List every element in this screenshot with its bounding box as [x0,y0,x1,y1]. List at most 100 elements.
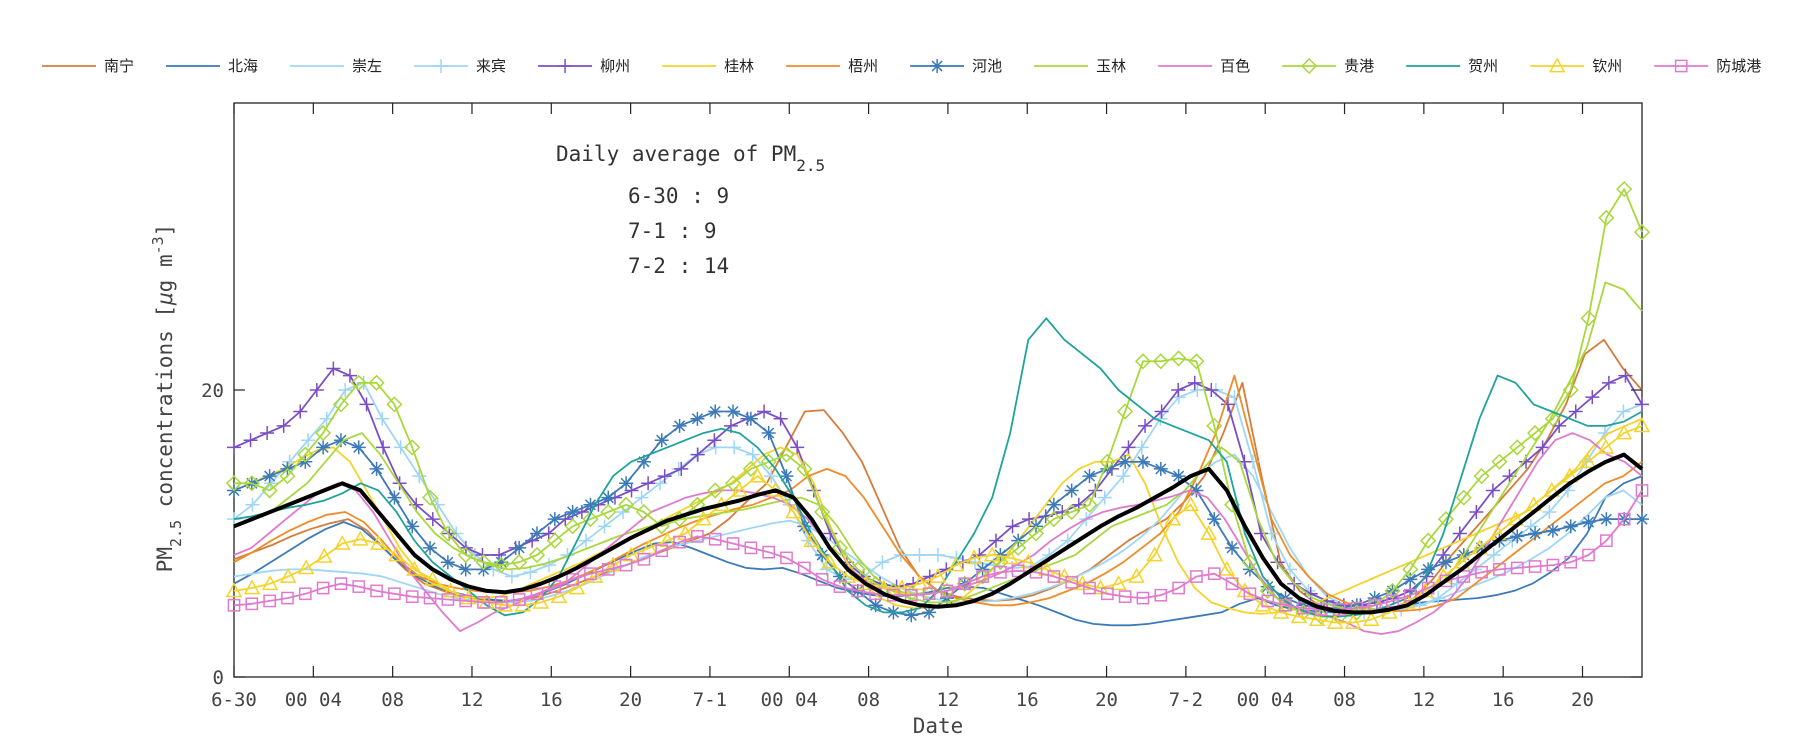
data-point [1526,424,1544,442]
data-point [815,573,829,586]
data-point [309,383,324,397]
legend-item: 北海 [166,57,258,75]
data-point [1138,418,1153,433]
data-point [851,584,865,598]
data-point [635,503,652,521]
data-point [281,591,294,605]
data-point [744,541,758,555]
data-point [1674,59,1688,73]
data-point [655,544,669,558]
data-point [1135,454,1150,469]
data-point [352,580,366,593]
data-point [279,468,296,485]
x-tick-label: 20 [1095,689,1118,711]
data-point [1493,563,1506,576]
data-point [1118,454,1133,469]
data-point [931,548,945,563]
data-point [1568,404,1583,419]
data-point [1485,483,1500,498]
data-point [1261,594,1275,608]
data-point [512,593,526,606]
data-point [778,446,795,463]
data-point [315,547,333,563]
data-point [965,549,983,565]
data-point [439,525,456,542]
data-point [1548,57,1566,73]
annotation-line: 7-2 : 14 [628,254,729,278]
data-point [1635,512,1649,527]
data-point [1403,588,1417,602]
legend-label: 桂林 [724,57,754,75]
data-point [245,597,259,611]
data-point [1535,440,1550,455]
data-point [1188,353,1205,370]
data-point [1097,490,1112,505]
data-point [597,519,612,534]
data-point [1121,440,1136,455]
data-point [477,596,490,609]
data-point [904,608,919,623]
data-point [1027,525,1045,542]
data-point [550,588,568,603]
data-point [1546,558,1560,572]
data-point [530,587,544,601]
data-point [529,526,544,541]
data-point [1509,439,1526,456]
data-point [922,605,937,620]
y-axis-label-mu: μ [153,292,177,306]
series-line [233,367,1643,607]
x-axis-label: Date [913,714,964,738]
data-point [757,404,772,419]
data-point [1092,579,1109,595]
x-tick-label: 08 [381,689,404,711]
data-point [868,598,883,613]
data-point [1297,601,1310,615]
data-point [815,548,830,563]
data-point [338,383,353,397]
data-point [584,567,597,581]
x-tick-label: 12 [461,689,484,711]
data-point [442,582,459,598]
data-point [342,368,357,383]
data-point [1182,496,1199,512]
data-point [1207,512,1222,527]
data-point [1301,57,1318,75]
data-point [260,426,275,441]
data-point [1134,353,1152,370]
data-point [1254,526,1269,541]
data-point [547,512,562,527]
data-point [475,548,490,563]
data-point [832,569,847,584]
legend-label: 贵港 [1344,57,1374,75]
legend-label: 梧州 [848,57,878,75]
data-point [1403,572,1418,587]
data-point [582,511,599,528]
annotation-title-sub: 2.5 [796,156,825,175]
data-point [1420,532,1437,549]
data-point [831,539,849,556]
data-point [493,557,510,574]
data-point [511,554,528,571]
x-tick-label: 6-30 [211,689,257,711]
data-point [243,579,261,595]
data-point [1528,526,1543,541]
data-point [375,411,390,426]
data-point [1200,524,1218,540]
legend-label: 南宁 [104,57,134,75]
data-point [261,575,279,591]
data-point [1332,601,1347,616]
data-point [803,532,820,548]
data-point [412,469,427,484]
data-point [370,584,383,598]
data-point [790,440,805,455]
series-防城港 [227,484,1649,616]
data-point [532,593,550,609]
series-line [233,425,1643,624]
x-tick-label: 20 [619,689,642,711]
y-axis-label-close: ] [153,224,177,237]
data-point [1579,453,1597,469]
data-point [332,396,349,413]
legend-label: 玉林 [1096,57,1126,75]
data-point [707,433,722,448]
